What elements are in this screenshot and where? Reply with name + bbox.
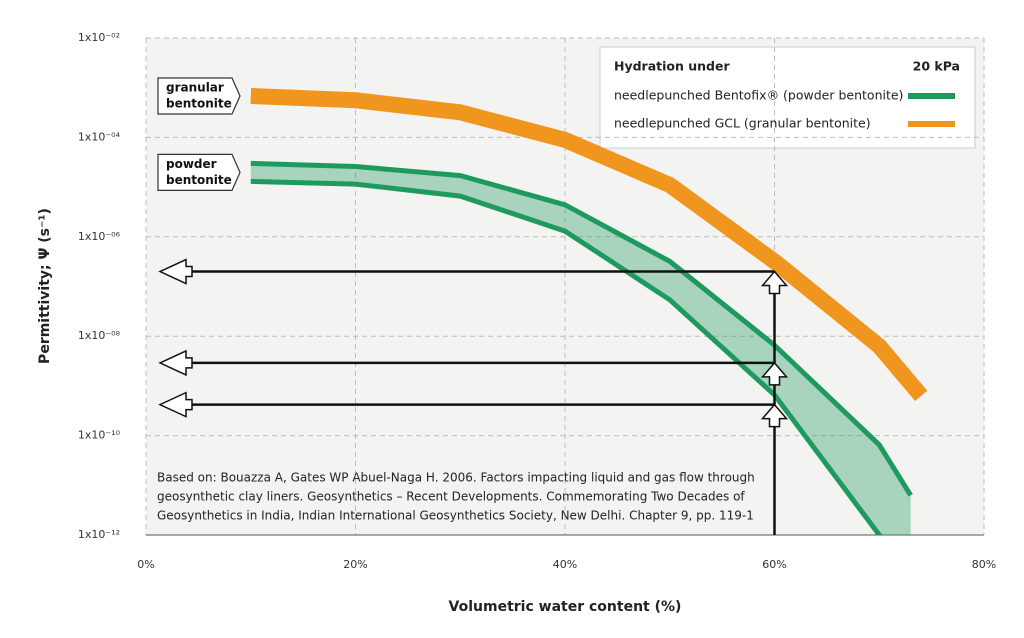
x-tick-label: 60% xyxy=(762,558,786,571)
x-tick-label: 0% xyxy=(137,558,154,571)
legend-condition: 20 kPa xyxy=(913,59,960,74)
source-note: geosynthetic clay liners. Geosynthetics … xyxy=(157,490,745,504)
y-tick-label: 1x10⁻¹² xyxy=(78,528,120,541)
y-tick-label: 1x10⁻⁰² xyxy=(78,31,120,44)
arrow-head xyxy=(158,349,193,377)
y-axis-title: Permittivity; Ψ (s⁻¹) xyxy=(37,208,53,364)
plot-series xyxy=(250,88,928,535)
curve-label: granular xyxy=(166,81,224,95)
legend-label: needlepunched Bentofix® (powder bentonit… xyxy=(614,88,903,103)
source-note: Based on: Bouazza A, Gates WP Abuel-Naga… xyxy=(157,471,755,485)
band-upper xyxy=(250,160,913,497)
arrow-head xyxy=(760,361,789,386)
curve-label: powder xyxy=(166,157,217,171)
legend-label: needlepunched GCL (granular bentonite) xyxy=(614,116,871,131)
arrow-head xyxy=(158,258,193,285)
arrow-head xyxy=(158,391,193,418)
curve-label: bentonite xyxy=(166,173,232,187)
band-fill xyxy=(250,163,911,535)
x-axis-title: Volumetric water content (%) xyxy=(449,599,682,615)
band-line xyxy=(250,88,928,402)
y-tick-label: 1x10⁻⁰⁴ xyxy=(78,130,121,143)
curve-label-box xyxy=(157,153,241,192)
arrow-head xyxy=(760,403,789,428)
curve-label: bentonite xyxy=(166,97,232,111)
legend-title: Hydration under xyxy=(614,59,730,74)
x-tick-label: 20% xyxy=(343,558,367,571)
x-tick-label: 80% xyxy=(972,558,996,571)
arrow-head xyxy=(760,270,789,295)
source-note: Geosynthetics in India, Indian Internati… xyxy=(157,509,754,523)
y-tick-label: 1x10⁻¹⁰ xyxy=(78,429,121,442)
y-tick-label: 1x10⁻⁰⁸ xyxy=(78,329,121,342)
band-lower xyxy=(250,178,884,535)
curve-label-box xyxy=(157,77,241,115)
x-tick-label: 40% xyxy=(553,558,577,571)
y-tick-label: 1x10⁻⁰⁶ xyxy=(78,230,121,243)
